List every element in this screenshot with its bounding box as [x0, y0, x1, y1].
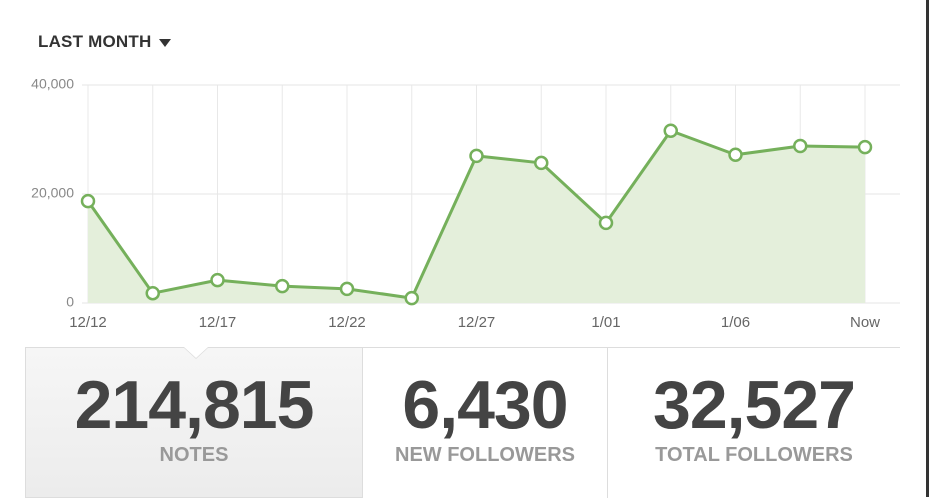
- stat-label: NEW FOLLOWERS: [395, 444, 575, 466]
- stat-value: 32,527: [653, 367, 856, 443]
- notch: [184, 347, 208, 358]
- x-tick-label: 12/27: [458, 314, 496, 331]
- stat-value: 214,815: [74, 367, 315, 443]
- x-tick-label: 12/22: [328, 314, 366, 331]
- y-tick-label: 20,000: [31, 185, 74, 201]
- stat-notes[interactable]: 214,815 NOTES: [25, 347, 363, 498]
- y-tick-label: 40,000: [31, 76, 74, 92]
- x-tick-label: Now: [850, 314, 880, 331]
- stat-label: NOTES: [159, 444, 229, 466]
- x-tick-label: 12/12: [69, 314, 107, 331]
- x-tick-label: 1/01: [591, 314, 620, 331]
- point-marker: [469, 148, 484, 164]
- stat-new-followers[interactable]: 6,430 NEW FOLLOWERS: [363, 348, 608, 498]
- stat-value: 6,430: [402, 367, 568, 443]
- point-marker: [210, 272, 225, 288]
- point-marker: [598, 215, 614, 231]
- point-marker: [145, 285, 160, 301]
- chart: 0 20,000 40,000 12/12 12/17 12/22 12/27 1/01 1/0…: [31, 76, 900, 331]
- point-marker: [534, 155, 549, 171]
- stat-total-followers[interactable]: 32,527 TOTAL FOLLOWERS: [608, 348, 900, 498]
- point-marker: [339, 281, 355, 297]
- stat-label: TOTAL FOLLOWERS: [655, 444, 853, 466]
- point-marker: [793, 138, 808, 154]
- point-marker: [857, 139, 873, 155]
- x-tick-label: 12/17: [199, 314, 237, 331]
- area: [88, 130, 865, 303]
- point-marker: [728, 147, 743, 163]
- dropdown-arrow[interactable]: [159, 38, 172, 47]
- x-tick-label: 1/06: [721, 314, 750, 331]
- point-marker: [663, 123, 678, 139]
- stats: 214,815 NOTES 6,430 NEW FOLLOWERS 32,527…: [25, 347, 900, 498]
- point-marker: [404, 290, 419, 306]
- y-tick-label: 0: [66, 294, 74, 310]
- point-marker: [80, 193, 96, 209]
- dropdown-label[interactable]: LAST MONTH: [38, 32, 152, 51]
- point-marker: [275, 278, 290, 294]
- range-dropdown[interactable]: LAST MONTH: [38, 32, 172, 52]
